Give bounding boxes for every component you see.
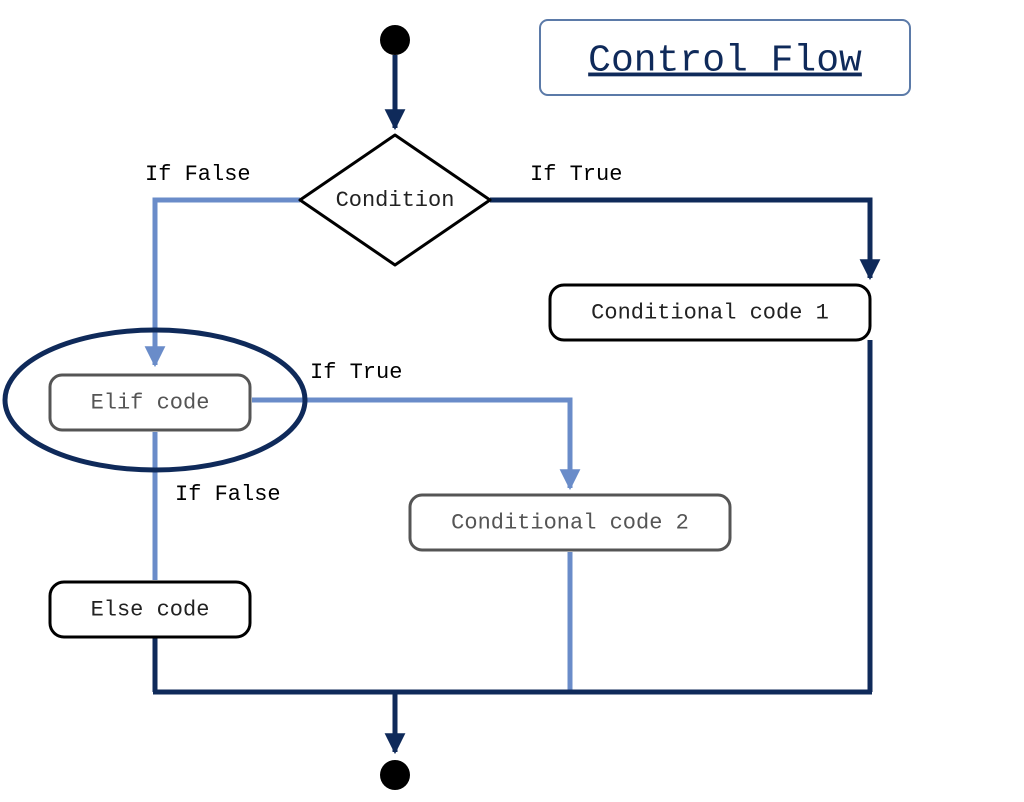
edge-condition-true [490, 200, 870, 278]
edge-label-elif-true: If True [310, 360, 402, 385]
edge-label-elif-false: If False [175, 482, 281, 507]
node-label-elif: Elif code [91, 390, 210, 415]
node-label-code2: Conditional code 2 [451, 510, 689, 535]
node-label-code1: Conditional code 1 [591, 300, 829, 325]
node-label-else: Else code [91, 597, 210, 622]
node-start [380, 25, 410, 55]
edge-label-condition-true: If True [530, 162, 622, 187]
edge-label-condition-false: If False [145, 162, 251, 187]
node-label-condition: Condition [336, 188, 455, 213]
control-flow-diagram: If False If True If True If False Condition C… [0, 0, 1024, 802]
node-end [380, 760, 410, 790]
title-text: Control Flow [588, 40, 862, 83]
